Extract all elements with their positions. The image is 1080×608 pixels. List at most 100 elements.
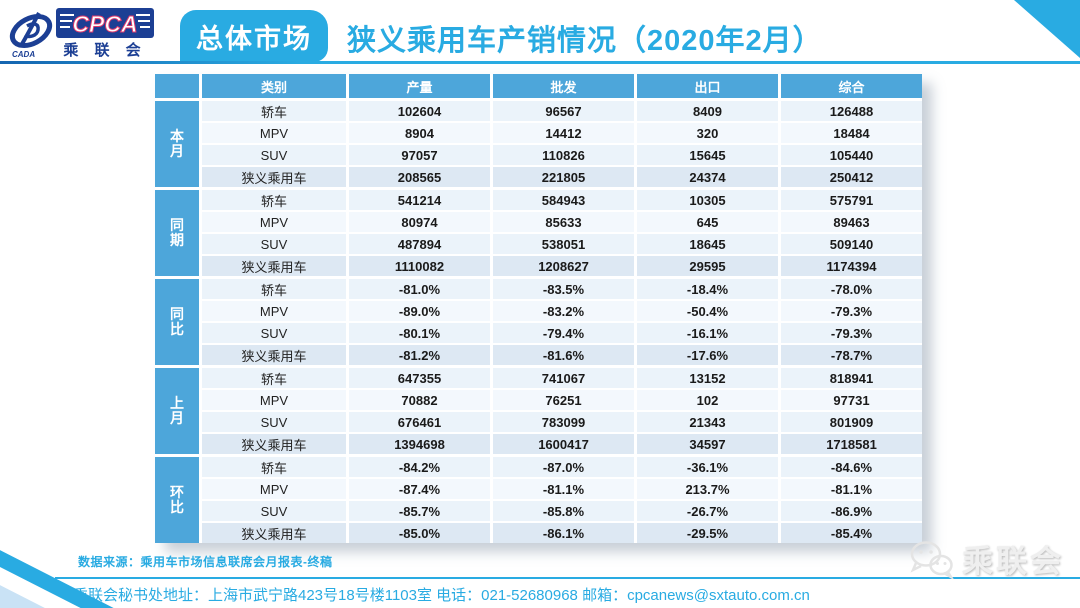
group-label: 同比 [155, 279, 199, 365]
group-label-char: 同 [170, 306, 184, 322]
group-label-char: 比 [170, 499, 184, 515]
category-cell: SUV [202, 412, 346, 432]
logo-cada-text: CADA [12, 50, 35, 59]
value-cell: -18.4% [637, 279, 778, 299]
table-column-header: 产量 [349, 74, 490, 98]
category-cell: MPV [202, 123, 346, 143]
value-cell: -81.1% [493, 479, 634, 499]
header-divider-line [0, 61, 1080, 64]
category-cell: 狭义乘用车 [202, 523, 346, 543]
category-cell: 轿车 [202, 101, 346, 121]
value-cell: -85.7% [349, 501, 490, 521]
value-cell: -86.1% [493, 523, 634, 543]
category-cell: 狭义乘用车 [202, 345, 346, 365]
value-cell: -84.6% [781, 457, 922, 477]
value-cell: -83.2% [493, 301, 634, 321]
value-cell: 584943 [493, 190, 634, 210]
category-cell: 狭义乘用车 [202, 256, 346, 276]
value-cell: 213.7% [637, 479, 778, 499]
value-cell: 1394698 [349, 434, 490, 454]
value-cell: 21343 [637, 412, 778, 432]
category-cell: 轿车 [202, 368, 346, 388]
value-cell: -79.3% [781, 323, 922, 343]
value-cell: -50.4% [637, 301, 778, 321]
category-cell: MPV [202, 390, 346, 410]
table-body: 本月轿车 102604 96567 8409 126488 MPV 8904 14412 320… [155, 101, 922, 543]
value-cell: 110826 [493, 145, 634, 165]
value-cell: 10305 [637, 190, 778, 210]
group-label: 同期 [155, 190, 199, 276]
watermark-text: 乘联会 [962, 544, 1064, 579]
table-column-header: 批发 [493, 74, 634, 98]
value-cell: -81.2% [349, 345, 490, 365]
value-cell: 70882 [349, 390, 490, 410]
value-cell: 575791 [781, 190, 922, 210]
table-column-header: 出口 [637, 74, 778, 98]
value-cell: -83.5% [493, 279, 634, 299]
value-cell: 76251 [493, 390, 634, 410]
value-cell: -78.0% [781, 279, 922, 299]
value-cell: -81.1% [781, 479, 922, 499]
category-cell: 狭义乘用车 [202, 167, 346, 187]
table-column-header: 类别 [202, 74, 346, 98]
value-cell: -26.7% [637, 501, 778, 521]
value-cell: 487894 [349, 234, 490, 254]
section-badge: 总体市场 [180, 10, 328, 62]
bottom-left-ribbons [0, 534, 140, 608]
page-title: 狭义乘用车产销情况（2020年2月） [347, 25, 823, 57]
category-cell: SUV [202, 234, 346, 254]
wechat-icon [910, 540, 954, 579]
value-cell: 1208627 [493, 256, 634, 276]
value-cell: 1600417 [493, 434, 634, 454]
value-cell: 645 [637, 212, 778, 232]
group-label: 环比 [155, 457, 199, 543]
value-cell: 1110082 [349, 256, 490, 276]
value-cell: -79.4% [493, 323, 634, 343]
value-cell: -16.1% [637, 323, 778, 343]
value-cell: 80974 [349, 212, 490, 232]
value-cell: 85633 [493, 212, 634, 232]
value-cell: -87.4% [349, 479, 490, 499]
group-label-char: 期 [170, 232, 184, 248]
data-source-note: 数据来源：乘用车市场信息联席会月报表-终稿 [78, 555, 333, 569]
value-cell: 801909 [781, 412, 922, 432]
value-cell: 1718581 [781, 434, 922, 454]
value-cell: 97731 [781, 390, 922, 410]
value-cell: -85.0% [349, 523, 490, 543]
value-cell: -81.0% [349, 279, 490, 299]
group-label-char: 月 [170, 143, 184, 159]
wechat-watermark: 乘联会 [908, 536, 1064, 581]
table-group: 同比轿车 -81.0% -83.5% -18.4% -78.0% MPV -89.0% -83… [155, 279, 922, 365]
value-cell: 102 [637, 390, 778, 410]
footer-divider-line [55, 577, 1080, 579]
value-cell: -29.5% [637, 523, 778, 543]
value-cell: 105440 [781, 145, 922, 165]
category-cell: 轿车 [202, 279, 346, 299]
value-cell: 818941 [781, 368, 922, 388]
value-cell: 320 [637, 123, 778, 143]
table-group: 同期轿车 541214 584943 10305 575791 MPV 80974 85633… [155, 190, 922, 276]
group-label-char: 本 [170, 128, 184, 144]
value-cell: -86.9% [781, 501, 922, 521]
value-cell: 14412 [493, 123, 634, 143]
value-cell: 97057 [349, 145, 490, 165]
cpca-logo-graphic: CADA CPCA 乘 联 会 [9, 8, 154, 59]
category-cell: MPV [202, 212, 346, 232]
category-cell: SUV [202, 501, 346, 521]
value-cell: 221805 [493, 167, 634, 187]
value-cell: 15645 [637, 145, 778, 165]
group-label-char: 比 [170, 321, 184, 337]
group-label-char: 同 [170, 217, 184, 233]
table-column-header: 综合 [781, 74, 922, 98]
value-cell: -17.6% [637, 345, 778, 365]
contact-address-line: 乘联会秘书处地址：上海市武宁路423号18号楼1103室 电话：021-5268… [73, 587, 810, 604]
value-cell: 34597 [637, 434, 778, 454]
value-cell: 741067 [493, 368, 634, 388]
value-cell: 541214 [349, 190, 490, 210]
group-label-char: 上 [170, 395, 184, 411]
value-cell: -84.2% [349, 457, 490, 477]
value-cell: 102604 [349, 101, 490, 121]
market-data-table: 类别 产量 批发 出口 综合 本月轿车 102604 96567 8409 126488 MPV 8… [155, 74, 922, 543]
value-cell: 1174394 [781, 256, 922, 276]
value-cell: -81.6% [493, 345, 634, 365]
